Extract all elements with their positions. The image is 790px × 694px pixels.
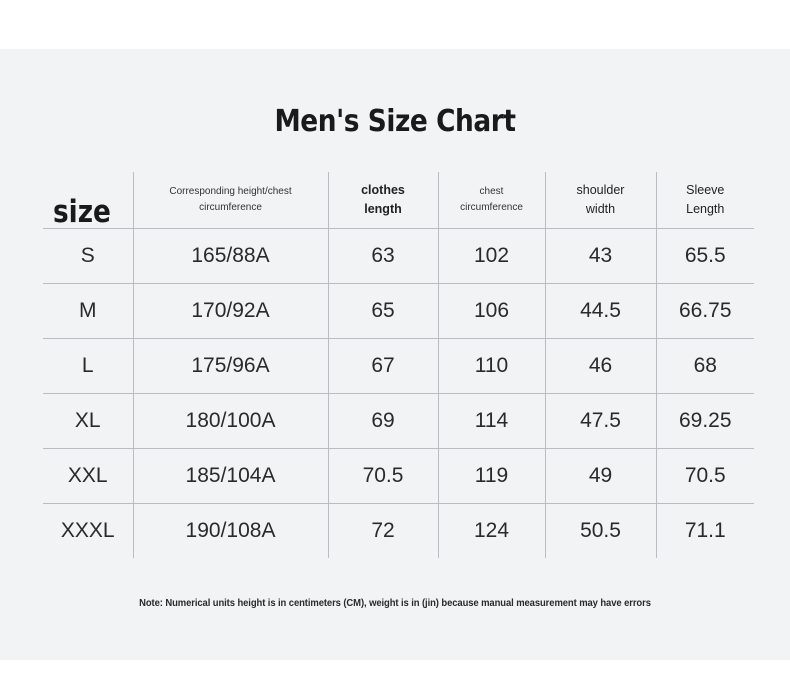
header-clothes-length-line1: clothes <box>361 183 405 197</box>
header-shoulder-line2: width <box>585 202 616 216</box>
cell-size: S <box>43 228 133 284</box>
cell-clothes-length: 67 <box>327 338 438 394</box>
cell-size: XXL <box>43 448 133 504</box>
cell-sleeve: 70.5 <box>655 448 754 504</box>
cell-height-chest: 180/100A <box>132 393 328 449</box>
table-row: XXL 185/104A 70.5 119 49 70.5 <box>43 448 754 504</box>
header-height-chest-line2: circumference <box>199 202 262 213</box>
cell-size: M <box>43 283 133 339</box>
footnote: Note: Numerical units height is in centi… <box>139 597 651 609</box>
cell-height-chest: 185/104A <box>132 448 328 504</box>
cell-height-chest: 170/92A <box>132 283 328 339</box>
table-row: XXXL 190/108A 72 124 50.5 71.1 <box>43 503 754 558</box>
cell-shoulder: 43 <box>544 228 656 284</box>
cell-sleeve: 66.75 <box>655 283 754 339</box>
header-row: size Corresponding height/chest circumfe… <box>43 172 754 229</box>
header-size: size <box>43 172 133 229</box>
cell-height-chest: 190/108A <box>132 503 328 558</box>
cell-sleeve: 68 <box>655 338 754 394</box>
header-chest-line1: chest <box>479 186 504 197</box>
cell-chest: 110 <box>437 338 545 394</box>
cell-shoulder: 50.5 <box>544 503 656 558</box>
cell-sleeve: 69.25 <box>655 393 754 449</box>
table-row: L 175/96A 67 110 46 68 <box>43 338 754 394</box>
cell-clothes-length: 69 <box>327 393 438 449</box>
header-clothes-length: clothes length <box>327 172 438 229</box>
header-shoulder-width: shoulder width <box>544 172 656 229</box>
cell-height-chest: 175/96A <box>132 338 328 394</box>
header-chest-circumference: chest circumference <box>437 172 545 229</box>
page-title: Men's Size Chart <box>274 104 516 139</box>
cell-sleeve: 65.5 <box>655 228 754 284</box>
header-shoulder-line1: shoulder <box>576 183 625 197</box>
cell-clothes-length: 63 <box>327 228 438 284</box>
cell-shoulder: 49 <box>544 448 656 504</box>
header-sleeve-line1: Sleeve <box>686 183 725 197</box>
cell-chest: 114 <box>437 393 545 449</box>
cell-clothes-length: 70.5 <box>327 448 438 504</box>
header-sleeve-length: Sleeve Length <box>655 172 754 229</box>
size-chart-table: size Corresponding height/chest circumfe… <box>43 172 754 558</box>
cell-clothes-length: 65 <box>327 283 438 339</box>
cell-chest: 106 <box>437 283 545 339</box>
cell-height-chest: 165/88A <box>132 228 328 284</box>
cell-sleeve: 71.1 <box>655 503 754 558</box>
table-row: XL 180/100A 69 114 47.5 69.25 <box>43 393 754 449</box>
cell-chest: 102 <box>437 228 545 284</box>
table-row: S 165/88A 63 102 43 65.5 <box>43 228 754 284</box>
cell-shoulder: 46 <box>544 338 656 394</box>
header-clothes-length-line2: length <box>364 202 402 216</box>
cell-chest: 124 <box>437 503 545 558</box>
header-sleeve-line2: Length <box>686 202 725 216</box>
header-height-chest: Corresponding height/chest circumference <box>132 172 328 229</box>
cell-shoulder: 44.5 <box>544 283 656 339</box>
cell-size: XL <box>43 393 133 449</box>
cell-clothes-length: 72 <box>327 503 438 558</box>
cell-shoulder: 47.5 <box>544 393 656 449</box>
header-chest-line2: circumference <box>460 202 523 213</box>
header-height-chest-line1: Corresponding height/chest <box>169 186 292 197</box>
cell-size: L <box>43 338 133 394</box>
cell-chest: 119 <box>437 448 545 504</box>
cell-size: XXXL <box>60 519 115 542</box>
table-row: M 170/92A 65 106 44.5 66.75 <box>43 283 754 339</box>
